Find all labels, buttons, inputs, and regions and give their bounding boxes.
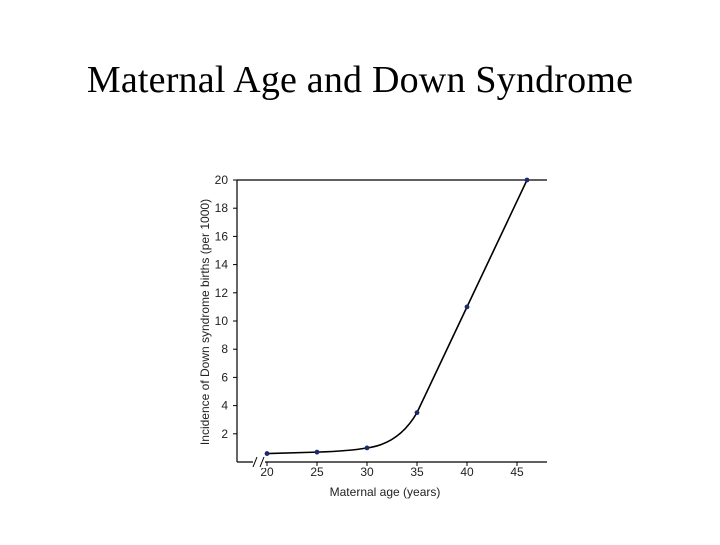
y-tick-label: 6 bbox=[221, 370, 228, 384]
y-axis-label: Incidence of Down syndrome births (per 1… bbox=[198, 199, 212, 445]
y-tick-label: 14 bbox=[215, 258, 229, 272]
y-tick-label: 4 bbox=[221, 399, 228, 413]
y-tick-label: 20 bbox=[215, 173, 229, 187]
data-point bbox=[414, 410, 420, 416]
x-tick-label: 35 bbox=[410, 465, 424, 479]
data-point bbox=[364, 445, 370, 451]
x-axis-ticks: 20 25 30 35 40 45 bbox=[260, 462, 524, 479]
x-axis-label: Maternal age (years) bbox=[330, 485, 441, 499]
data-point bbox=[464, 304, 470, 310]
x-axis-break-mark bbox=[252, 456, 265, 468]
axis-break-slash bbox=[259, 456, 265, 468]
y-tick-label: 10 bbox=[215, 314, 229, 328]
data-point bbox=[524, 177, 530, 183]
y-tick-label: 12 bbox=[215, 286, 229, 300]
series-line bbox=[266, 179, 528, 455]
plot-frame bbox=[236, 179, 547, 463]
x-tick-label: 20 bbox=[260, 465, 274, 479]
data-point bbox=[314, 449, 320, 455]
slide-title: Maternal Age and Down Syndrome bbox=[86, 59, 634, 101]
y-tick-label: 16 bbox=[215, 229, 229, 243]
data-point bbox=[264, 451, 270, 456]
x-tick-label: 25 bbox=[310, 465, 324, 479]
y-tick-label: 18 bbox=[215, 201, 229, 215]
series-group bbox=[264, 177, 530, 456]
y-tick-label: 8 bbox=[221, 342, 228, 356]
x-tick-label: 45 bbox=[510, 465, 524, 479]
x-tick-label: 30 bbox=[360, 465, 374, 479]
y-axis-ticks: 2 4 6 8 10 12 14 16 18 20 bbox=[215, 173, 237, 441]
x-tick-label: 40 bbox=[460, 465, 474, 479]
axis-break-slash bbox=[252, 456, 258, 468]
y-tick-label: 2 bbox=[221, 427, 228, 441]
